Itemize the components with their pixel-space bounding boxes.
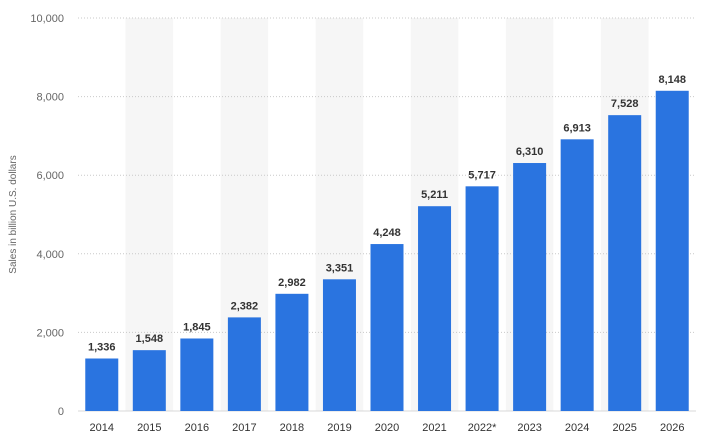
data-label: 1,336	[88, 341, 116, 353]
bar	[465, 186, 499, 411]
x-tick-label: 2016	[185, 422, 209, 434]
x-tick-label: 2020	[375, 422, 399, 434]
bar	[275, 293, 309, 411]
y-tick-label: 6,000	[36, 170, 64, 182]
bar	[180, 338, 214, 411]
y-axis-ticks: 0 2,000 4,000 6,000 8,000 10,000	[30, 13, 64, 418]
y-tick-label: 10,000	[30, 13, 64, 25]
data-label: 5,717	[468, 169, 496, 181]
bar	[227, 317, 261, 411]
bar	[513, 163, 547, 411]
y-tick-label: 4,000	[36, 249, 64, 261]
column-band	[125, 18, 174, 411]
x-tick-label: 2018	[280, 422, 304, 434]
data-label: 6,913	[563, 122, 591, 134]
data-label: 4,248	[373, 227, 401, 239]
data-label: 8,148	[658, 74, 686, 86]
x-tick-label: 2021	[422, 422, 446, 434]
x-tick-label: 2022*	[468, 422, 497, 434]
data-label: 5,211	[421, 189, 448, 201]
bar-series	[85, 90, 689, 412]
bar	[608, 115, 642, 411]
x-tick-label: 2014	[90, 422, 114, 434]
data-label: 2,382	[231, 300, 259, 312]
x-tick-label: 2026	[660, 422, 684, 434]
data-label: 1,548	[136, 333, 164, 345]
bar	[370, 244, 404, 411]
y-tick-label: 8,000	[36, 92, 64, 104]
x-tick-label: 2015	[137, 422, 161, 434]
bar	[322, 279, 356, 411]
x-axis-ticks: 2014 2015 2016 2017 2018 2019 2020 2021 2022* 202…	[90, 422, 685, 434]
bar	[132, 350, 166, 411]
bar	[85, 358, 119, 411]
x-tick-label: 2024	[565, 422, 589, 434]
data-label: 1,845	[183, 321, 211, 333]
x-tick-label: 2025	[612, 422, 636, 434]
bar	[418, 206, 452, 411]
data-label: 6,310	[516, 146, 544, 158]
y-axis-label: Sales in billion U.S. dollars	[8, 155, 19, 273]
data-label: 2,982	[278, 277, 306, 289]
y-tick-label: 0	[58, 406, 64, 418]
bar	[655, 90, 689, 411]
bar	[560, 139, 594, 412]
bar-value-labels: 1,336 1,548 1,845 2,382 2,982 3,351 4,248 5,211…	[88, 74, 686, 354]
y-tick-label: 2,000	[36, 327, 64, 339]
x-tick-label: 2019	[327, 422, 351, 434]
x-tick-label: 2023	[517, 422, 541, 434]
x-tick-label: 2017	[232, 422, 256, 434]
data-label: 7,528	[611, 98, 639, 110]
data-label: 3,351	[326, 262, 354, 274]
